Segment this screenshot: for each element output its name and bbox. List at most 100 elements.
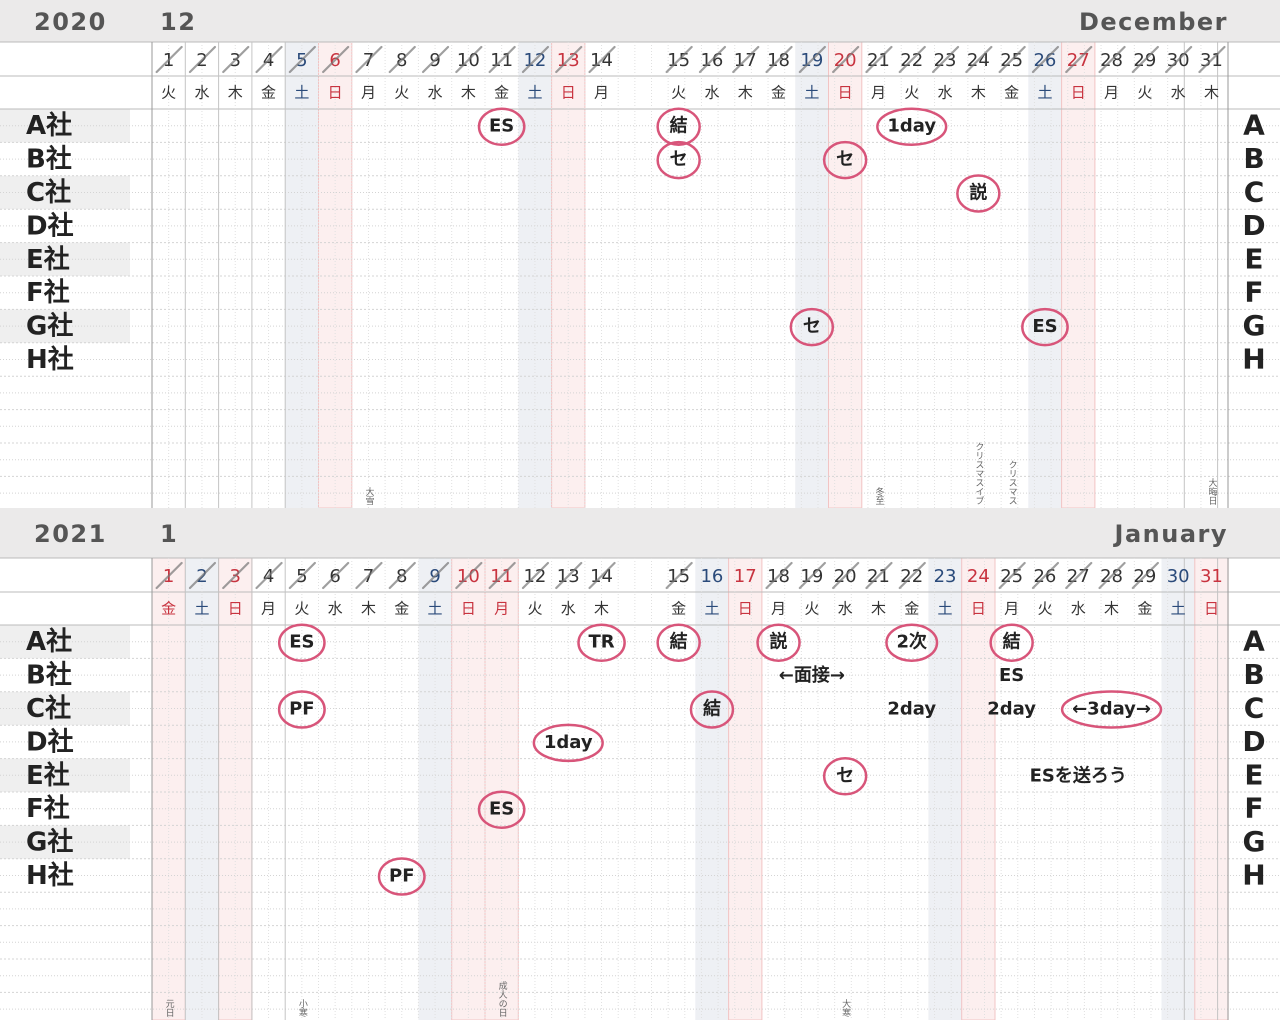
day-strike (1131, 45, 1159, 74)
day-strike (421, 45, 450, 74)
weekday: 金 (1137, 600, 1152, 618)
month-number: 1 (160, 520, 178, 548)
weekday: 日 (461, 600, 476, 618)
saturday-band (1161, 558, 1195, 1020)
weekday: 日 (328, 84, 343, 102)
handwritten-note: セ (836, 149, 854, 170)
header-band (0, 0, 1280, 42)
day-strike (421, 561, 450, 590)
month-name: December (1079, 8, 1228, 36)
circle-mark (1060, 690, 1163, 729)
circle-mark (885, 623, 939, 662)
weekday: 火 (804, 600, 819, 618)
handwritten-note: 結 (703, 698, 721, 720)
handwritten-note: セ (836, 765, 854, 786)
company-letter: A (1243, 625, 1265, 658)
day-strike (765, 45, 793, 74)
day-strike (1098, 561, 1126, 590)
day-strike (1065, 45, 1093, 74)
day-note: 元日 (164, 999, 175, 1017)
weekday: 金 (494, 84, 509, 102)
weekday: 日 (1204, 600, 1219, 618)
weekday: 金 (1004, 84, 1019, 102)
company-label: H社 (26, 344, 74, 375)
handwritten-note: セ (803, 316, 821, 337)
handwritten-note: 2day (987, 699, 1036, 720)
weekday: 金 (671, 600, 686, 618)
day-number: 30 (1167, 566, 1190, 587)
weekday: 月 (494, 600, 509, 618)
circle-mark (477, 107, 526, 146)
day-strike (765, 561, 793, 590)
holiday-band (551, 41, 586, 509)
weekday: 金 (161, 600, 176, 618)
day-strike (488, 561, 516, 590)
handwritten-note: 1day (887, 116, 936, 137)
weekday: 日 (228, 600, 243, 618)
circle-mark (377, 857, 426, 896)
weekday: 火 (394, 84, 409, 102)
month-number: 12 (160, 8, 196, 36)
company-letter: H (1242, 859, 1265, 892)
weekday: 月 (594, 84, 609, 102)
weekday: 木 (594, 600, 609, 618)
company-letter: E (1244, 242, 1263, 275)
handwritten-note: ESを送ろう (1030, 764, 1127, 786)
weekday: 火 (1037, 600, 1052, 618)
weekday: 日 (561, 84, 576, 102)
company-label: E社 (26, 760, 70, 791)
company-label: B社 (26, 660, 72, 691)
weekday: 水 (428, 84, 443, 102)
weekday: 水 (1171, 84, 1186, 102)
weekday: 火 (671, 84, 686, 102)
day-strike (322, 561, 350, 590)
saturday-band (285, 42, 319, 508)
day-strike (455, 45, 483, 74)
weekday: 火 (1137, 84, 1152, 102)
handwritten-note: TR (588, 632, 614, 653)
company-letter: E (1244, 758, 1263, 791)
weekday: 水 (194, 84, 209, 102)
company-label: A社 (26, 626, 72, 657)
company-label: E社 (26, 244, 70, 275)
day-strike (931, 45, 960, 74)
weekday: 月 (361, 84, 376, 102)
handwritten-note: 2day (887, 699, 936, 720)
day-strike (998, 561, 1026, 590)
handwritten-note: 結 (1003, 631, 1021, 653)
saturday-band (695, 558, 729, 1020)
handwritten-note: 結 (670, 115, 688, 137)
day-strike (832, 45, 860, 74)
company-label: G社 (26, 311, 73, 342)
day-number: 23 (934, 566, 957, 587)
company-letter: B (1243, 658, 1264, 691)
day-strike (188, 561, 217, 590)
company-label: F社 (26, 277, 70, 308)
saturday-band (795, 42, 829, 508)
handwritten-note: ←3day→ (1072, 699, 1151, 720)
circle-mark (689, 690, 735, 729)
day-strike (355, 561, 383, 590)
circle-mark (822, 757, 868, 796)
company-label: H社 (26, 860, 74, 891)
day-strike (521, 561, 550, 590)
day-strike (1165, 45, 1193, 74)
year: 2020 (34, 8, 107, 36)
holiday-band (828, 41, 863, 509)
circle-mark (956, 174, 1001, 213)
company-label: G社 (26, 827, 73, 858)
weekday: 金 (904, 600, 919, 618)
saturday-band (1028, 42, 1062, 508)
weekday: 水 (561, 600, 576, 618)
company-letter: G (1243, 825, 1266, 858)
company-letter: B (1243, 142, 1264, 175)
circle-mark (789, 307, 835, 347)
weekday: 水 (938, 84, 953, 102)
day-number: 24 (967, 566, 990, 587)
weekday: 土 (527, 84, 542, 102)
day-strike (732, 45, 760, 74)
weekday: 土 (804, 84, 819, 102)
weekday: 火 (904, 84, 919, 102)
weekday: 金 (394, 600, 409, 618)
company-label: D社 (26, 210, 74, 241)
